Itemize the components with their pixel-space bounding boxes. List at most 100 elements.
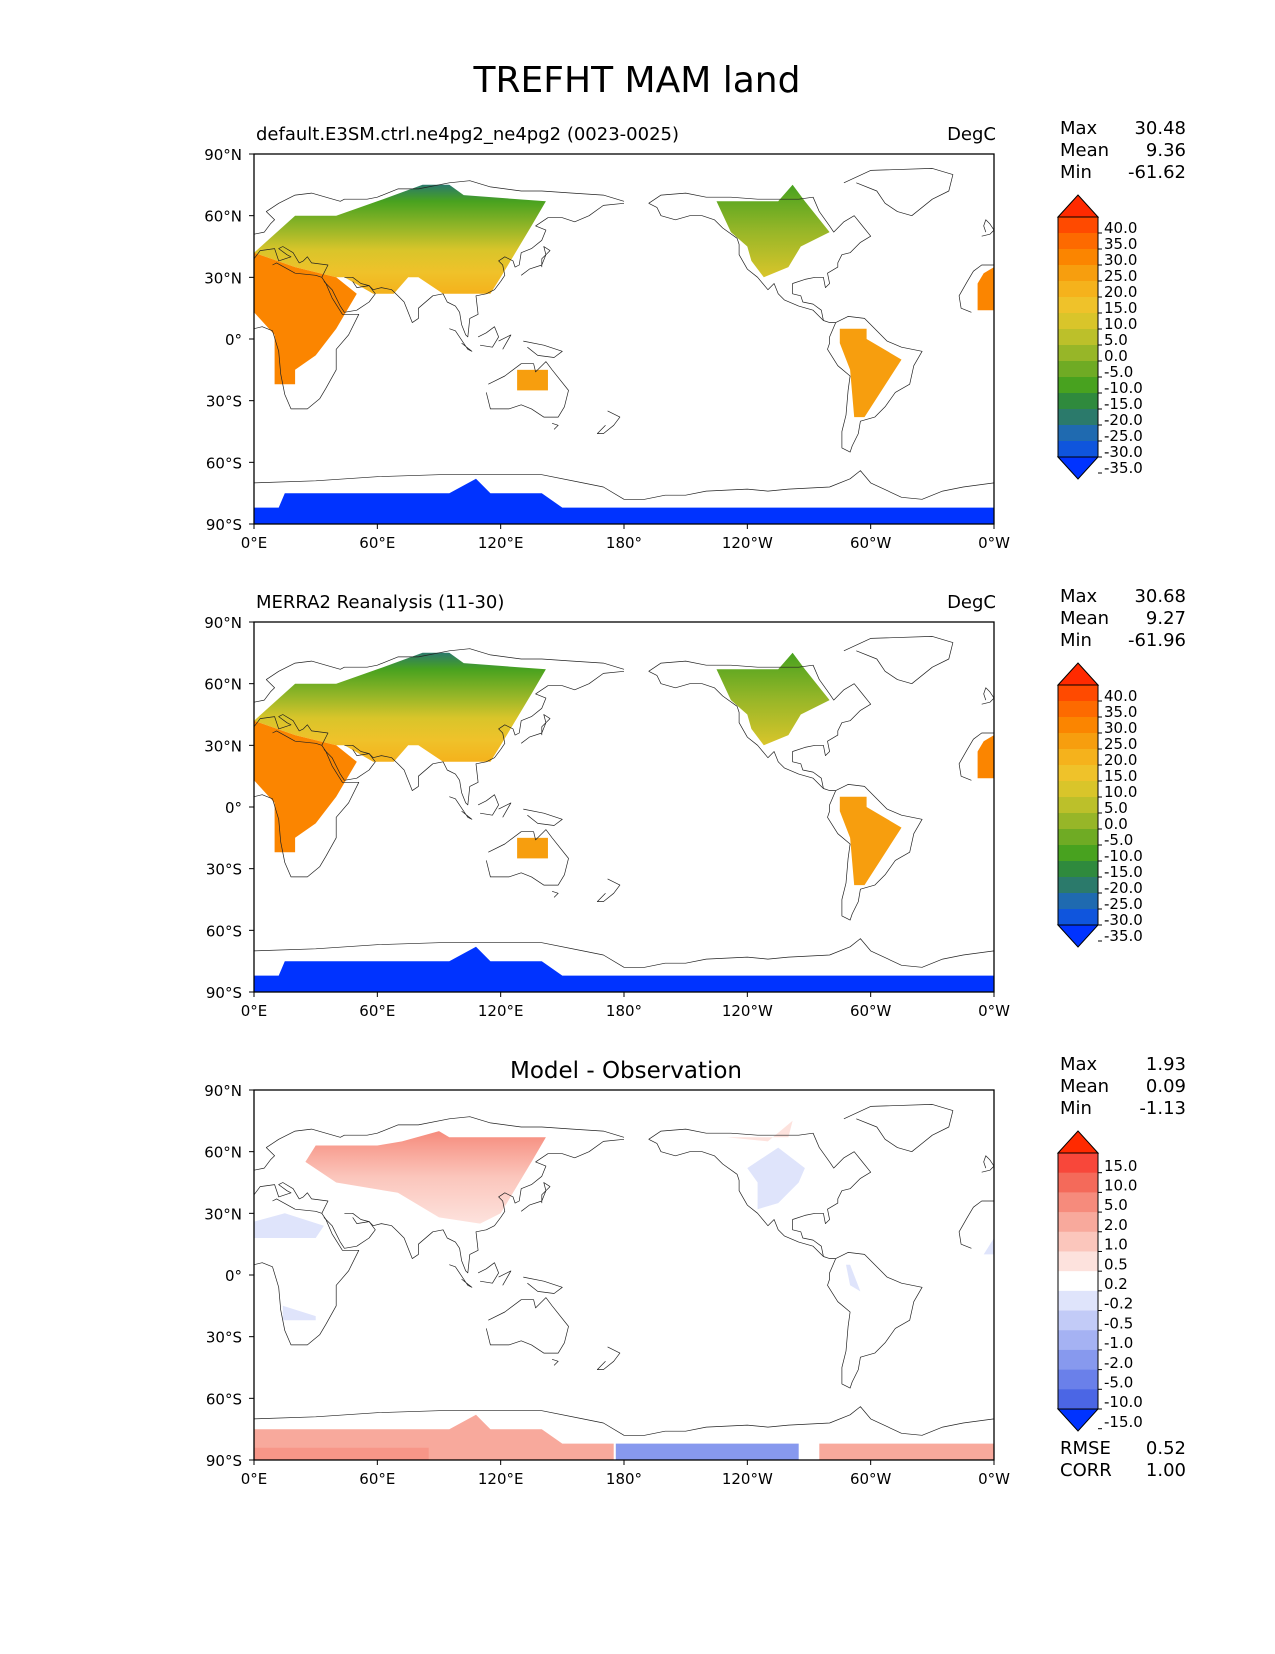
north-america-field [716,652,830,746]
west-africa-field [977,735,994,779]
map-fill [254,184,994,524]
metric-label-rmse: RMSE [1060,1438,1111,1459]
colorbar-extend-top [1056,1130,1100,1154]
colorbar-segment [1058,217,1098,234]
colorbar-segment [1058,409,1098,426]
coastline [981,1155,994,1173]
coastline [323,1217,376,1249]
lat-tick-label: 90°S [206,516,242,534]
lat-tick-label: 30°N [204,269,242,287]
colorbar-frame [1057,216,1099,458]
colorbar-tick-label: 20.0 [1104,283,1137,301]
coastline [523,808,563,826]
coastline [648,670,824,789]
australia-field [517,369,548,391]
colorbar-extend-top [1056,662,1100,686]
lon-tick-label: 120°E [478,1470,524,1488]
coastline [551,422,559,430]
colorbar-segment [1058,249,1098,266]
colorbar-tick-label: 15.0 [1104,299,1137,317]
colorbar-frame [1057,1152,1099,1410]
coastline [498,1270,512,1286]
lat-tick-label: 30°S [206,1329,242,1347]
colorbar-segment [1058,1349,1098,1371]
coastline [254,246,329,278]
panel-difference: 90°N 60°N 30°N 0° 30°S 60°S 90°S0°E 60°E 120°E 18… [204,1082,1010,1488]
colorbar-segment [1058,1192,1098,1213]
coastline [958,264,994,313]
colorbar-frame [1057,684,1099,926]
colorbar-tick-label: 20.0 [1104,751,1137,769]
lon-tick-label: 120°W [722,1470,773,1488]
colorbar-tick-label: 35.0 [1104,703,1137,721]
coastlines [254,168,994,500]
colorbar-extend-bottom [1056,924,1100,948]
colorbar-segment [1058,393,1098,410]
coastline [648,202,824,321]
coastline [477,794,499,816]
panel-1-title-right: DegC [947,592,996,613]
antarctica-field [254,946,994,992]
colorbar-segment [1058,1172,1098,1193]
colorbar-tick-label: -10.0 [1104,847,1143,865]
coastline [596,410,621,434]
lon-tick-label: 60°W [850,534,892,552]
colorbar-tick-label: -5.0 [1104,831,1133,849]
coastline [449,328,473,352]
coastline [648,660,872,791]
lon-tick-label: 60°W [850,1470,892,1488]
coastline [449,1264,473,1288]
coastline [843,1104,954,1153]
coastline [254,1182,329,1214]
coastline [827,1252,923,1389]
stat-label-max: Max [1060,586,1098,607]
colorbar-segment [1058,685,1098,702]
africa-field [254,252,357,385]
coastline [254,1406,994,1436]
australia-field [517,837,548,859]
coastline [981,687,994,705]
panel-0-title-right: DegC [947,124,996,145]
coastline [344,1138,625,1274]
colorbar-tick-label: 5.0 [1104,799,1128,817]
lat-tick-label: 60°S [206,922,242,940]
lat-tick-label: 60°S [206,454,242,472]
coastline [958,1200,994,1249]
colorbar-segment [1058,1330,1098,1351]
lon-tick-label: 0°W [978,1002,1010,1020]
lon-tick-label: 0°E [241,1002,268,1020]
coastline [254,938,994,968]
lon-tick-label: 0°W [978,1470,1010,1488]
coastline [254,180,625,235]
coastline [344,670,625,806]
colorbar-segment [1058,345,1098,362]
panel-observation: 90°N 60°N 30°N 0° 30°S 60°S 90°S0°E 60°E 120°E 18… [204,614,1010,1020]
lon-tick-label: 120°W [722,1002,773,1020]
coastline [551,1358,559,1366]
stat-label-min: Min [1060,630,1092,651]
colorbar-tick-label: 25.0 [1104,735,1137,753]
colorbar-extend-bottom [1056,1408,1100,1432]
colorbar-tick-label: 30.0 [1104,251,1137,269]
coastline [477,326,499,348]
colorbar-tick-label: -15.0 [1104,1413,1143,1431]
coastline [648,1138,824,1257]
lat-tick-label: 60°N [204,1144,242,1162]
colorbar-segment [1058,765,1098,782]
lon-tick-label: 120°E [478,1002,524,1020]
colorbar-tick-label: -2.0 [1104,1354,1133,1372]
colorbar-tick-label: 30.0 [1104,719,1137,737]
stat-value-mean: 9.27 [1146,608,1186,629]
lon-tick-label: 60°E [359,1002,395,1020]
coastline [981,219,994,237]
coastline [523,1276,563,1294]
coastline [648,192,872,323]
north-america-diff [747,1147,805,1210]
colorbar-tick-label: 0.0 [1104,815,1128,833]
colorbar-tick-label: -5.0 [1104,363,1133,381]
coastline [254,730,360,878]
south-america-field [839,328,902,418]
coastline [648,1128,872,1259]
colorbar-segment [1058,1369,1098,1390]
stat-value-max: 1.93 [1146,1054,1186,1075]
